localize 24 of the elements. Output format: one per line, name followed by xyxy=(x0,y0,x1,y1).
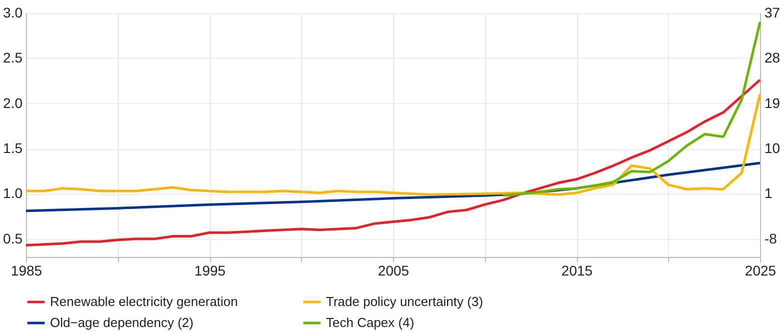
y2-tick-label: 28 xyxy=(764,50,780,66)
x-tick-label: 1985 xyxy=(10,262,42,278)
y2-tick-label: 37 xyxy=(764,4,780,20)
y2-tick-label: -8 xyxy=(764,230,778,246)
legend-label: Old−age dependency (2) xyxy=(50,315,194,330)
y2-tick-label: 19 xyxy=(764,94,780,111)
y2-tick-label: 10 xyxy=(764,140,780,156)
legend-label: Renewable electricity generation xyxy=(50,294,238,309)
y2-tick-label: 1 xyxy=(764,185,772,202)
y-tick-label: 1.0 xyxy=(3,185,23,202)
legend-label: Tech Capex (4) xyxy=(326,315,414,330)
x-tick-label: 2005 xyxy=(378,262,410,278)
y-tick-label: 2.0 xyxy=(3,94,23,111)
y-tick-label: 1.5 xyxy=(3,140,23,156)
y-tick-label: 0.5 xyxy=(3,230,23,246)
line-series xyxy=(502,20,762,197)
y-tick-label: 2.5 xyxy=(3,50,23,66)
y-tick-label: 3.0 xyxy=(3,4,23,20)
line-series xyxy=(24,78,762,246)
legend-label: Trade policy uncertainty (3) xyxy=(326,294,484,309)
x-tick-label: 2015 xyxy=(561,262,593,278)
x-tick-label: 2025 xyxy=(744,262,776,278)
line-series xyxy=(24,93,762,196)
x-tick-label: 1995 xyxy=(194,262,226,278)
